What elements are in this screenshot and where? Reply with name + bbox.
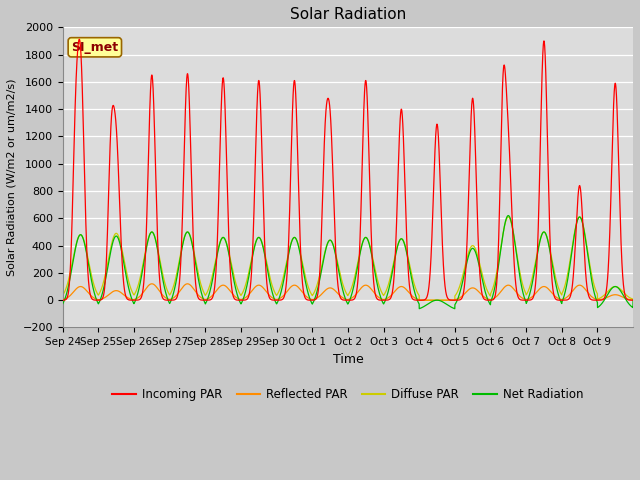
Title: Solar Radiation: Solar Radiation xyxy=(290,7,406,22)
Legend: Incoming PAR, Reflected PAR, Diffuse PAR, Net Radiation: Incoming PAR, Reflected PAR, Diffuse PAR… xyxy=(108,383,588,406)
Y-axis label: Solar Radiation (W/m2 or um/m2/s): Solar Radiation (W/m2 or um/m2/s) xyxy=(7,79,17,276)
Text: SI_met: SI_met xyxy=(71,41,118,54)
X-axis label: Time: Time xyxy=(333,353,364,366)
